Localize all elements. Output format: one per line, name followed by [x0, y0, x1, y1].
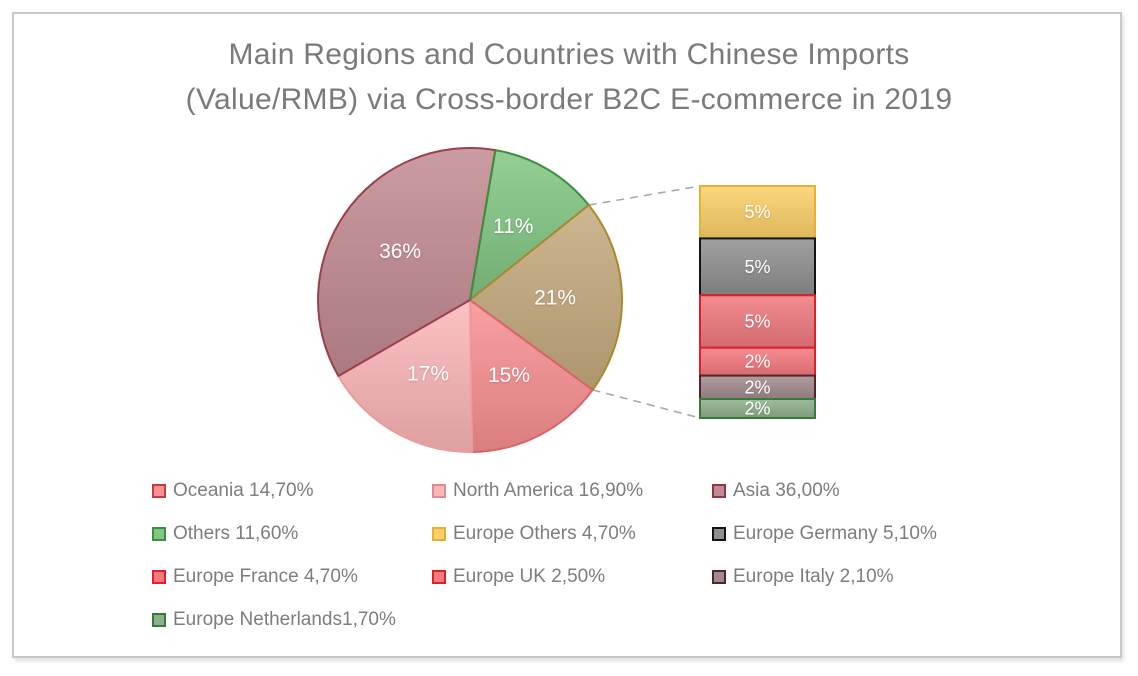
connector-line-top — [588, 185, 701, 206]
legend-swatch — [712, 527, 726, 541]
bar-segment-europe-netherlands — [699, 398, 816, 419]
bar-segment-europe-others — [699, 185, 816, 240]
legend-item-europe-italy: Europe Italy 2,10% — [712, 564, 992, 590]
legend-label: Asia 36,00% — [733, 480, 840, 501]
bar-segment-europe-uk — [699, 346, 816, 377]
legend-swatch — [152, 613, 166, 627]
legend-swatch — [432, 527, 446, 541]
bar-label-europe-others: 5% — [744, 202, 770, 222]
legend-label: Europe Others 4,70% — [453, 523, 636, 544]
pie-label-asia: 36% — [379, 240, 421, 263]
pie-slice-europe-total — [469, 204, 623, 391]
chart-title-line1: Main Regions and Countries with Chinese … — [228, 38, 910, 71]
pie-label-north-america: 17% — [407, 363, 449, 386]
legend-item-oceania: Oceania 14,70% — [152, 478, 432, 504]
legend-item-asia: Asia 36,00% — [712, 478, 992, 504]
legend-item-europe-germany: Europe Germany 5,10% — [712, 521, 992, 547]
chart-legend: Oceania 14,70% North America 16,90% Asia 3… — [152, 478, 992, 633]
legend-item-europe-france: Europe France 4,70% — [152, 564, 432, 590]
bar-label-europe-germany: 5% — [744, 257, 770, 277]
connector-line-bottom — [592, 389, 701, 419]
bar-label-europe-uk: 2% — [744, 352, 770, 372]
legend-label: Europe Germany 5,10% — [733, 523, 937, 544]
legend-label: Europe Netherlands1,70% — [173, 609, 396, 630]
legend-item-europe-uk: Europe UK 2,50% — [432, 564, 712, 590]
slice-boundary-line — [469, 149, 497, 301]
pie-slice-asia — [317, 147, 497, 377]
legend-item-others: Others 11,60% — [152, 521, 432, 547]
pie-label-europe-total: 21% — [534, 287, 576, 310]
chart-title: Main Regions and Countries with Chinese … — [0, 32, 1138, 122]
bar-segment-europe-germany — [699, 237, 816, 297]
legend-item-europe-others: Europe Others 4,70% — [432, 521, 712, 547]
pie-label-oceania: 15% — [488, 364, 530, 387]
pie-slice-others — [469, 149, 590, 301]
bar-label-europe-france: 5% — [744, 312, 770, 332]
pie-label-others: 11% — [493, 215, 533, 238]
legend-swatch — [152, 527, 166, 541]
legend-label: North America 16,90% — [453, 480, 644, 501]
chart-title-line2: (Value/RMB) via Cross-border B2C E-comme… — [185, 83, 953, 116]
bar-label-europe-netherlands: 2% — [744, 399, 770, 419]
legend-swatch — [152, 484, 166, 498]
legend-swatch — [152, 570, 166, 584]
legend-label: Europe France 4,70% — [173, 566, 358, 587]
pie-slice-oceania — [469, 299, 594, 453]
legend-item-europe-netherlands: Europe Netherlands1,70% — [152, 607, 432, 633]
bar-label-europe-italy: 2% — [744, 377, 770, 397]
legend-swatch — [712, 484, 726, 498]
legend-label: Others 11,60% — [173, 523, 299, 544]
legend-label: Europe Italy 2,10% — [733, 566, 894, 587]
legend-item-north-america: North America 16,90% — [432, 478, 712, 504]
legend-swatch — [432, 570, 446, 584]
legend-swatch — [432, 484, 446, 498]
chart-border-frame — [12, 12, 1122, 658]
legend-label: Europe UK 2,50% — [453, 566, 606, 587]
legend-swatch — [712, 570, 726, 584]
pie-slice-north-america — [337, 299, 474, 454]
legend-label: Oceania 14,70% — [173, 480, 314, 501]
